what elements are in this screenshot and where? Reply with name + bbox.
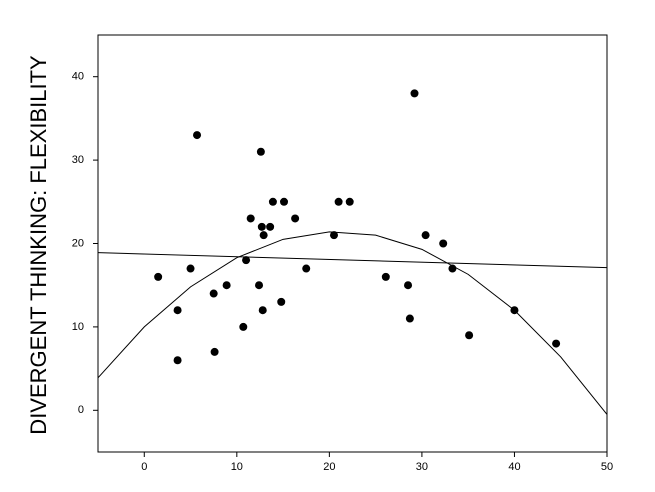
point (345, 197, 354, 206)
point (421, 231, 430, 240)
point (439, 239, 448, 248)
point (193, 131, 202, 140)
point (222, 281, 231, 290)
point (465, 331, 474, 340)
fit-line (97, 252, 608, 269)
point (266, 222, 275, 231)
plot-frame (97, 34, 608, 453)
x-tick-label: 10 (231, 461, 243, 473)
y-axis-label: DIVERGENT THINKING: FLEXIBILITY (26, 55, 51, 435)
point (280, 197, 289, 206)
point (334, 197, 343, 206)
point (410, 89, 419, 98)
x-tick-label: 0 (141, 461, 147, 473)
point (242, 256, 251, 265)
point (186, 264, 195, 273)
y-tick-label: 0 (78, 404, 84, 416)
point (405, 314, 414, 323)
x-tick-label: 50 (601, 461, 613, 473)
fit-line (97, 231, 608, 415)
point (258, 306, 267, 315)
point (268, 197, 277, 206)
point (255, 281, 264, 290)
point (210, 347, 219, 356)
point (154, 272, 163, 281)
y-tick-label: 30 (72, 154, 84, 166)
point (259, 231, 268, 240)
point (173, 306, 182, 315)
point (173, 356, 182, 365)
y-tick-label: 10 (72, 321, 84, 333)
x-tick-label: 20 (323, 461, 335, 473)
point (246, 214, 255, 223)
point (277, 297, 286, 306)
y-tick-label: 20 (72, 237, 84, 249)
point (552, 339, 561, 348)
point (302, 264, 311, 273)
point (209, 289, 218, 298)
point (256, 147, 265, 156)
point (239, 322, 248, 331)
point (381, 272, 390, 281)
point (257, 222, 266, 231)
point (404, 281, 413, 290)
x-tick-label: 40 (508, 461, 520, 473)
point (329, 231, 338, 240)
x-tick-label: 30 (416, 461, 428, 473)
point (291, 214, 300, 223)
y-tick-label: 40 (72, 71, 84, 83)
